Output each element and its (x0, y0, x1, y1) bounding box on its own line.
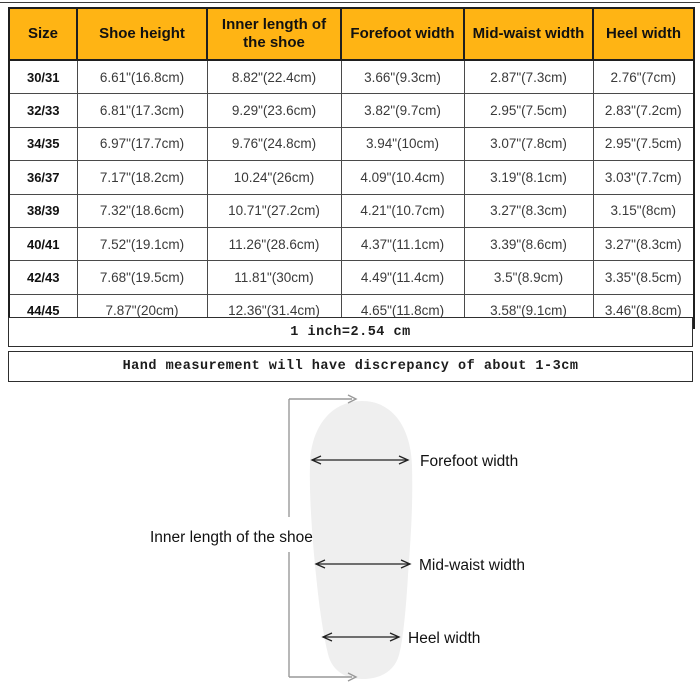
cell-shoe-height: 6.61"(16.8cm) (76, 59, 208, 95)
top-divider-line (0, 2, 700, 3)
cell-heel-width: 2.95"(7.5cm) (592, 126, 695, 162)
inner-length-bracket (288, 394, 358, 682)
cell-mid-waist-width: 2.95"(7.5cm) (463, 93, 594, 128)
cell-mid-waist-width: 3.19"(8.1cm) (463, 160, 594, 195)
cell-heel-width: 3.03"(7.7cm) (592, 160, 695, 195)
cell-size: 38/39 (8, 193, 78, 228)
cell-heel-width: 3.15"(8cm) (592, 193, 695, 228)
cell-shoe-height: 7.32"(18.6cm) (76, 193, 208, 228)
mid-waist-width-label: Mid-waist width (419, 557, 525, 574)
cell-inner-length: 10.24"(26cm) (206, 160, 342, 195)
cell-forefoot-width: 4.09"(10.4cm) (340, 160, 465, 195)
cell-size: 34/35 (8, 126, 78, 162)
cell-mid-waist-width: 2.87"(7.3cm) (463, 59, 594, 95)
column-header-size: Size (8, 7, 78, 61)
cell-inner-length: 8.82"(22.4cm) (206, 59, 342, 95)
table-row: 40/41 7.52"(19.1cm) 11.26"(28.6cm) 4.37"… (8, 226, 695, 262)
cell-size: 36/37 (8, 160, 78, 195)
cell-forefoot-width: 4.37"(11.1cm) (340, 226, 465, 262)
cell-size: 30/31 (8, 59, 78, 95)
cell-forefoot-width: 3.94"(10cm) (340, 126, 465, 162)
cell-forefoot-width: 4.49"(11.4cm) (340, 260, 465, 295)
cell-heel-width: 2.83"(7.2cm) (592, 93, 695, 128)
table-row: 38/39 7.32"(18.6cm) 10.71"(27.2cm) 4.21"… (8, 193, 695, 228)
cell-size: 42/43 (8, 260, 78, 295)
cell-size: 32/33 (8, 93, 78, 128)
cell-inner-length: 11.26"(28.6cm) (206, 226, 342, 262)
column-header-heel-width: Heel width (592, 7, 695, 61)
heel-width-label: Heel width (408, 630, 480, 647)
heel-width-arrow (321, 632, 401, 642)
table-row: 36/37 7.17"(18.2cm) 10.24"(26cm) 4.09"(1… (8, 160, 695, 195)
cell-size: 40/41 (8, 226, 78, 262)
cell-inner-length: 10.71"(27.2cm) (206, 193, 342, 228)
cell-mid-waist-width: 3.27"(8.3cm) (463, 193, 594, 228)
table-row: 34/35 6.97"(17.7cm) 9.76"(24.8cm) 3.94"(… (8, 126, 695, 162)
cell-shoe-height: 7.17"(18.2cm) (76, 160, 208, 195)
cell-mid-waist-width: 3.5"(8.9cm) (463, 260, 594, 295)
inch-conversion-note: 1 inch=2.54 cm (8, 317, 693, 347)
cell-shoe-height: 7.68"(19.5cm) (76, 260, 208, 295)
cell-heel-width: 2.76"(7cm) (592, 59, 695, 95)
column-header-shoe-height: Shoe height (76, 7, 208, 61)
forefoot-width-arrow (310, 455, 410, 465)
column-header-forefoot-width: Forefoot width (340, 7, 465, 61)
cell-inner-length: 9.76"(24.8cm) (206, 126, 342, 162)
cell-shoe-height: 6.81"(17.3cm) (76, 93, 208, 128)
cell-forefoot-width: 4.21"(10.7cm) (340, 193, 465, 228)
mid-waist-width-arrow (314, 559, 412, 569)
table-row: 30/31 6.61"(16.8cm) 8.82"(22.4cm) 3.66"(… (8, 59, 695, 95)
cell-heel-width: 3.35"(8.5cm) (592, 260, 695, 295)
cell-forefoot-width: 3.66"(9.3cm) (340, 59, 465, 95)
inner-length-label: Inner length of the shoe (150, 529, 313, 546)
table-row: 32/33 6.81"(17.3cm) 9.29"(23.6cm) 3.82"(… (8, 93, 695, 128)
cell-inner-length: 11.81"(30cm) (206, 260, 342, 295)
cell-inner-length: 9.29"(23.6cm) (206, 93, 342, 128)
measurement-discrepancy-note: Hand measurement will have discrepancy o… (8, 351, 693, 382)
column-header-mid-waist-width: Mid-waist width (463, 7, 594, 61)
cell-mid-waist-width: 3.39"(8.6cm) (463, 226, 594, 262)
cell-mid-waist-width: 3.07"(7.8cm) (463, 126, 594, 162)
cell-shoe-height: 6.97"(17.7cm) (76, 126, 208, 162)
size-chart-table: Size Shoe height Inner length of the sho… (8, 7, 695, 330)
table-row: 42/43 7.68"(19.5cm) 11.81"(30cm) 4.49"(1… (8, 260, 695, 295)
cell-heel-width: 3.27"(8.3cm) (592, 226, 695, 262)
cell-forefoot-width: 3.82"(9.7cm) (340, 93, 465, 128)
cell-shoe-height: 7.52"(19.1cm) (76, 226, 208, 262)
insole-measurement-diagram: Inner length of the shoe Forefoot width … (150, 394, 525, 682)
insole-shape (309, 401, 413, 679)
table-header-row: Size Shoe height Inner length of the sho… (8, 7, 695, 61)
forefoot-width-label: Forefoot width (420, 453, 518, 470)
column-header-inner-length: Inner length of the shoe (206, 7, 342, 61)
